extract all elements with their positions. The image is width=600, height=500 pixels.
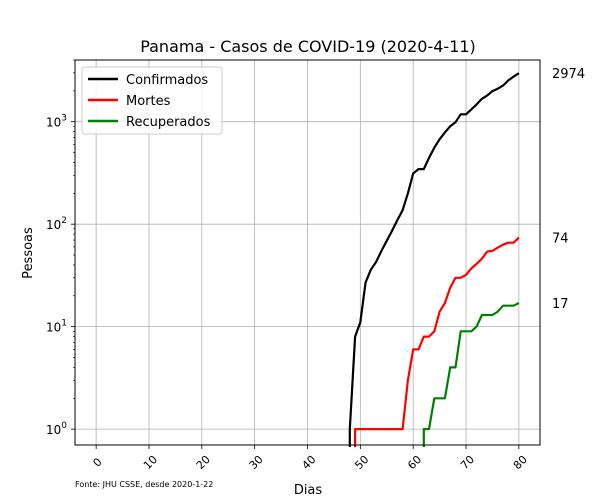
x-tick-label: 70 [458,453,477,472]
y-tick-label: 100 [46,421,67,437]
x-tick-label: 50 [352,453,371,472]
y-axis-label: Pessoas [21,227,36,279]
x-tick-label: 80 [511,453,530,472]
y-tick-label: 101 [46,319,67,335]
series-layer [348,72,520,447]
series-line-mortes [354,236,520,447]
x-axis-label: Dias [294,483,323,498]
x-tick-label: 60 [405,453,424,472]
x-tick-label: 40 [299,453,318,472]
y-tick-label: 103 [46,114,67,130]
series-line-confirmados [348,72,520,447]
x-tick-label: 20 [194,453,213,472]
x-tick-label: 0 [91,455,105,469]
x-axis-ticks: 0 10 20 30 40 50 60 70 80 [91,445,530,472]
x-tick-label: 10 [141,453,160,472]
final-value-label-recuperados: 17 [552,297,569,312]
legend: Confirmados Mortes Recuperados [81,66,223,135]
chart-title: Panama - Casos de COVID-19 (2020-4-11) [140,37,476,56]
final-value-labels: 2974 74 17 [552,67,585,312]
legend-label-mortes: Mortes [126,94,171,109]
final-value-label-confirmados: 2974 [552,67,585,82]
y-tick-label: 102 [46,216,67,232]
y-axis-ticks: 100 101 102 103 [46,59,75,437]
legend-label-confirmados: Confirmados [126,73,208,88]
x-tick-label: 30 [247,453,266,472]
series-line-recuperados [422,302,520,447]
legend-box [81,66,223,135]
source-note: Fonte: JHU CSSE, desde 2020-1-22 [75,480,213,489]
legend-label-recuperados: Recuperados [126,115,211,130]
final-value-label-mortes: 74 [552,232,569,247]
